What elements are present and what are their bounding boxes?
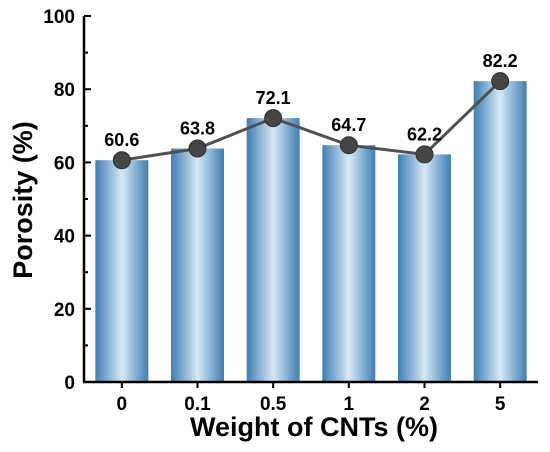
y-tick-label-80: 80 bbox=[54, 80, 75, 101]
y-tick-label-20: 20 bbox=[54, 300, 75, 321]
y-tick-label-0: 0 bbox=[64, 373, 75, 394]
x-axis-title: Weight of CNTs (%) bbox=[190, 412, 438, 442]
y-axis-title: Porosity (%) bbox=[8, 121, 38, 279]
data-label-1: 64.7 bbox=[331, 115, 366, 135]
marker-1 bbox=[339, 136, 358, 155]
marker-5 bbox=[491, 72, 510, 91]
x-tick-label-0: 0 bbox=[117, 394, 128, 415]
y-tick-label-40: 40 bbox=[54, 227, 75, 248]
axes-layer: 0 20 40 60 80 100 0 0.1 0.5 1 2 5 bbox=[43, 7, 538, 415]
x-tick-label-2: 2 bbox=[419, 394, 430, 415]
data-label-0.5: 72.1 bbox=[256, 88, 291, 108]
porosity-line bbox=[121, 80, 502, 162]
marker-0.1 bbox=[188, 139, 207, 158]
labels-layer: 60.6 63.8 72.1 64.7 62.2 82.2 bbox=[104, 51, 517, 150]
marker-0.5 bbox=[264, 109, 283, 128]
x-tick-label-1: 1 bbox=[344, 394, 355, 415]
marker-2 bbox=[415, 145, 434, 164]
x-tick-label-0.5: 0.5 bbox=[260, 394, 287, 415]
bars-layer bbox=[95, 81, 527, 382]
bar-0 bbox=[95, 160, 149, 382]
bar-0.5 bbox=[246, 118, 300, 382]
data-label-0.1: 63.8 bbox=[180, 118, 215, 138]
bar-5 bbox=[473, 81, 527, 382]
x-tick-label-5: 5 bbox=[495, 394, 506, 415]
data-label-0: 60.6 bbox=[104, 130, 139, 150]
marker-0 bbox=[112, 151, 131, 170]
bar-2 bbox=[398, 154, 451, 382]
y-tick-label-60: 60 bbox=[54, 153, 75, 174]
line-layer bbox=[112, 72, 510, 170]
bar-1 bbox=[322, 145, 376, 382]
data-label-5: 82.2 bbox=[483, 51, 518, 71]
y-tick-label-100: 100 bbox=[43, 7, 75, 28]
x-tick-label-0.1: 0.1 bbox=[184, 394, 211, 415]
data-label-2: 62.2 bbox=[407, 124, 442, 144]
bar-0.1 bbox=[171, 148, 224, 382]
